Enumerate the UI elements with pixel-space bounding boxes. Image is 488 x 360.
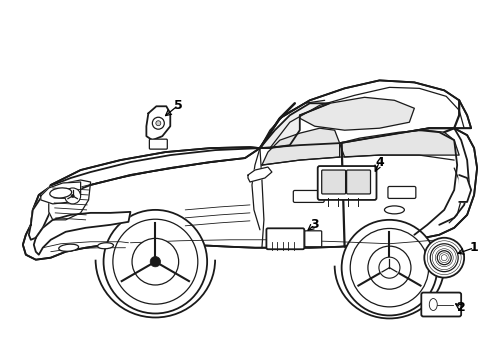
Text: 5: 5 <box>174 99 182 112</box>
Circle shape <box>341 220 436 315</box>
Polygon shape <box>48 147 260 200</box>
Ellipse shape <box>98 243 113 249</box>
Circle shape <box>150 257 160 267</box>
Circle shape <box>152 117 164 129</box>
Polygon shape <box>34 212 130 255</box>
Polygon shape <box>260 103 329 148</box>
Polygon shape <box>299 97 413 130</box>
Ellipse shape <box>50 188 71 198</box>
Ellipse shape <box>384 206 404 214</box>
Polygon shape <box>49 180 90 220</box>
Polygon shape <box>260 80 470 148</box>
Text: 4: 4 <box>374 156 383 168</box>
Text: 2: 2 <box>456 301 465 314</box>
Ellipse shape <box>59 244 79 251</box>
FancyBboxPatch shape <box>266 228 304 249</box>
Circle shape <box>349 229 428 307</box>
Text: 1: 1 <box>469 241 477 254</box>
Circle shape <box>378 257 399 278</box>
Polygon shape <box>262 128 339 165</box>
Circle shape <box>424 238 463 278</box>
Circle shape <box>384 263 393 273</box>
Polygon shape <box>247 167 271 182</box>
FancyBboxPatch shape <box>321 170 345 194</box>
Circle shape <box>132 238 178 285</box>
Circle shape <box>71 194 74 197</box>
FancyBboxPatch shape <box>421 293 460 316</box>
Ellipse shape <box>428 298 436 310</box>
Circle shape <box>113 219 198 304</box>
Circle shape <box>64 188 81 204</box>
Text: 3: 3 <box>310 218 318 231</box>
Circle shape <box>367 246 410 289</box>
Polygon shape <box>29 188 53 240</box>
Polygon shape <box>146 106 170 140</box>
Polygon shape <box>23 128 476 260</box>
FancyBboxPatch shape <box>304 231 321 247</box>
Polygon shape <box>41 182 81 204</box>
FancyBboxPatch shape <box>387 186 415 198</box>
Circle shape <box>103 210 207 314</box>
Polygon shape <box>339 130 458 157</box>
FancyBboxPatch shape <box>293 190 324 202</box>
Circle shape <box>436 251 450 265</box>
Circle shape <box>429 244 457 272</box>
Circle shape <box>156 121 161 126</box>
Polygon shape <box>458 175 470 202</box>
FancyBboxPatch shape <box>317 166 376 200</box>
FancyBboxPatch shape <box>346 170 370 194</box>
FancyBboxPatch shape <box>149 139 167 149</box>
